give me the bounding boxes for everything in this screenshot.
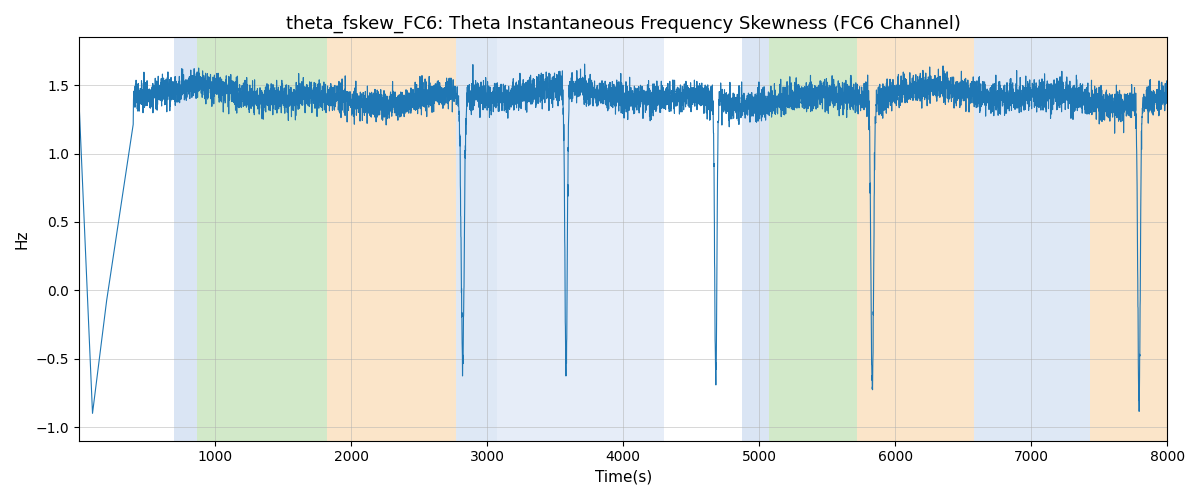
Bar <box>742 38 769 440</box>
Bar <box>197 38 326 440</box>
Bar <box>456 38 497 440</box>
Bar <box>326 38 456 440</box>
Bar <box>497 38 664 440</box>
X-axis label: Time(s): Time(s) <box>594 470 652 485</box>
Bar <box>174 38 197 440</box>
Bar <box>769 38 857 440</box>
Bar <box>857 38 974 440</box>
Title: theta_fskew_FC6: Theta Instantaneous Frequency Skewness (FC6 Channel): theta_fskew_FC6: Theta Instantaneous Fre… <box>286 15 961 34</box>
Y-axis label: Hz: Hz <box>14 230 30 249</box>
Bar <box>1090 38 1168 440</box>
Bar <box>974 38 1090 440</box>
